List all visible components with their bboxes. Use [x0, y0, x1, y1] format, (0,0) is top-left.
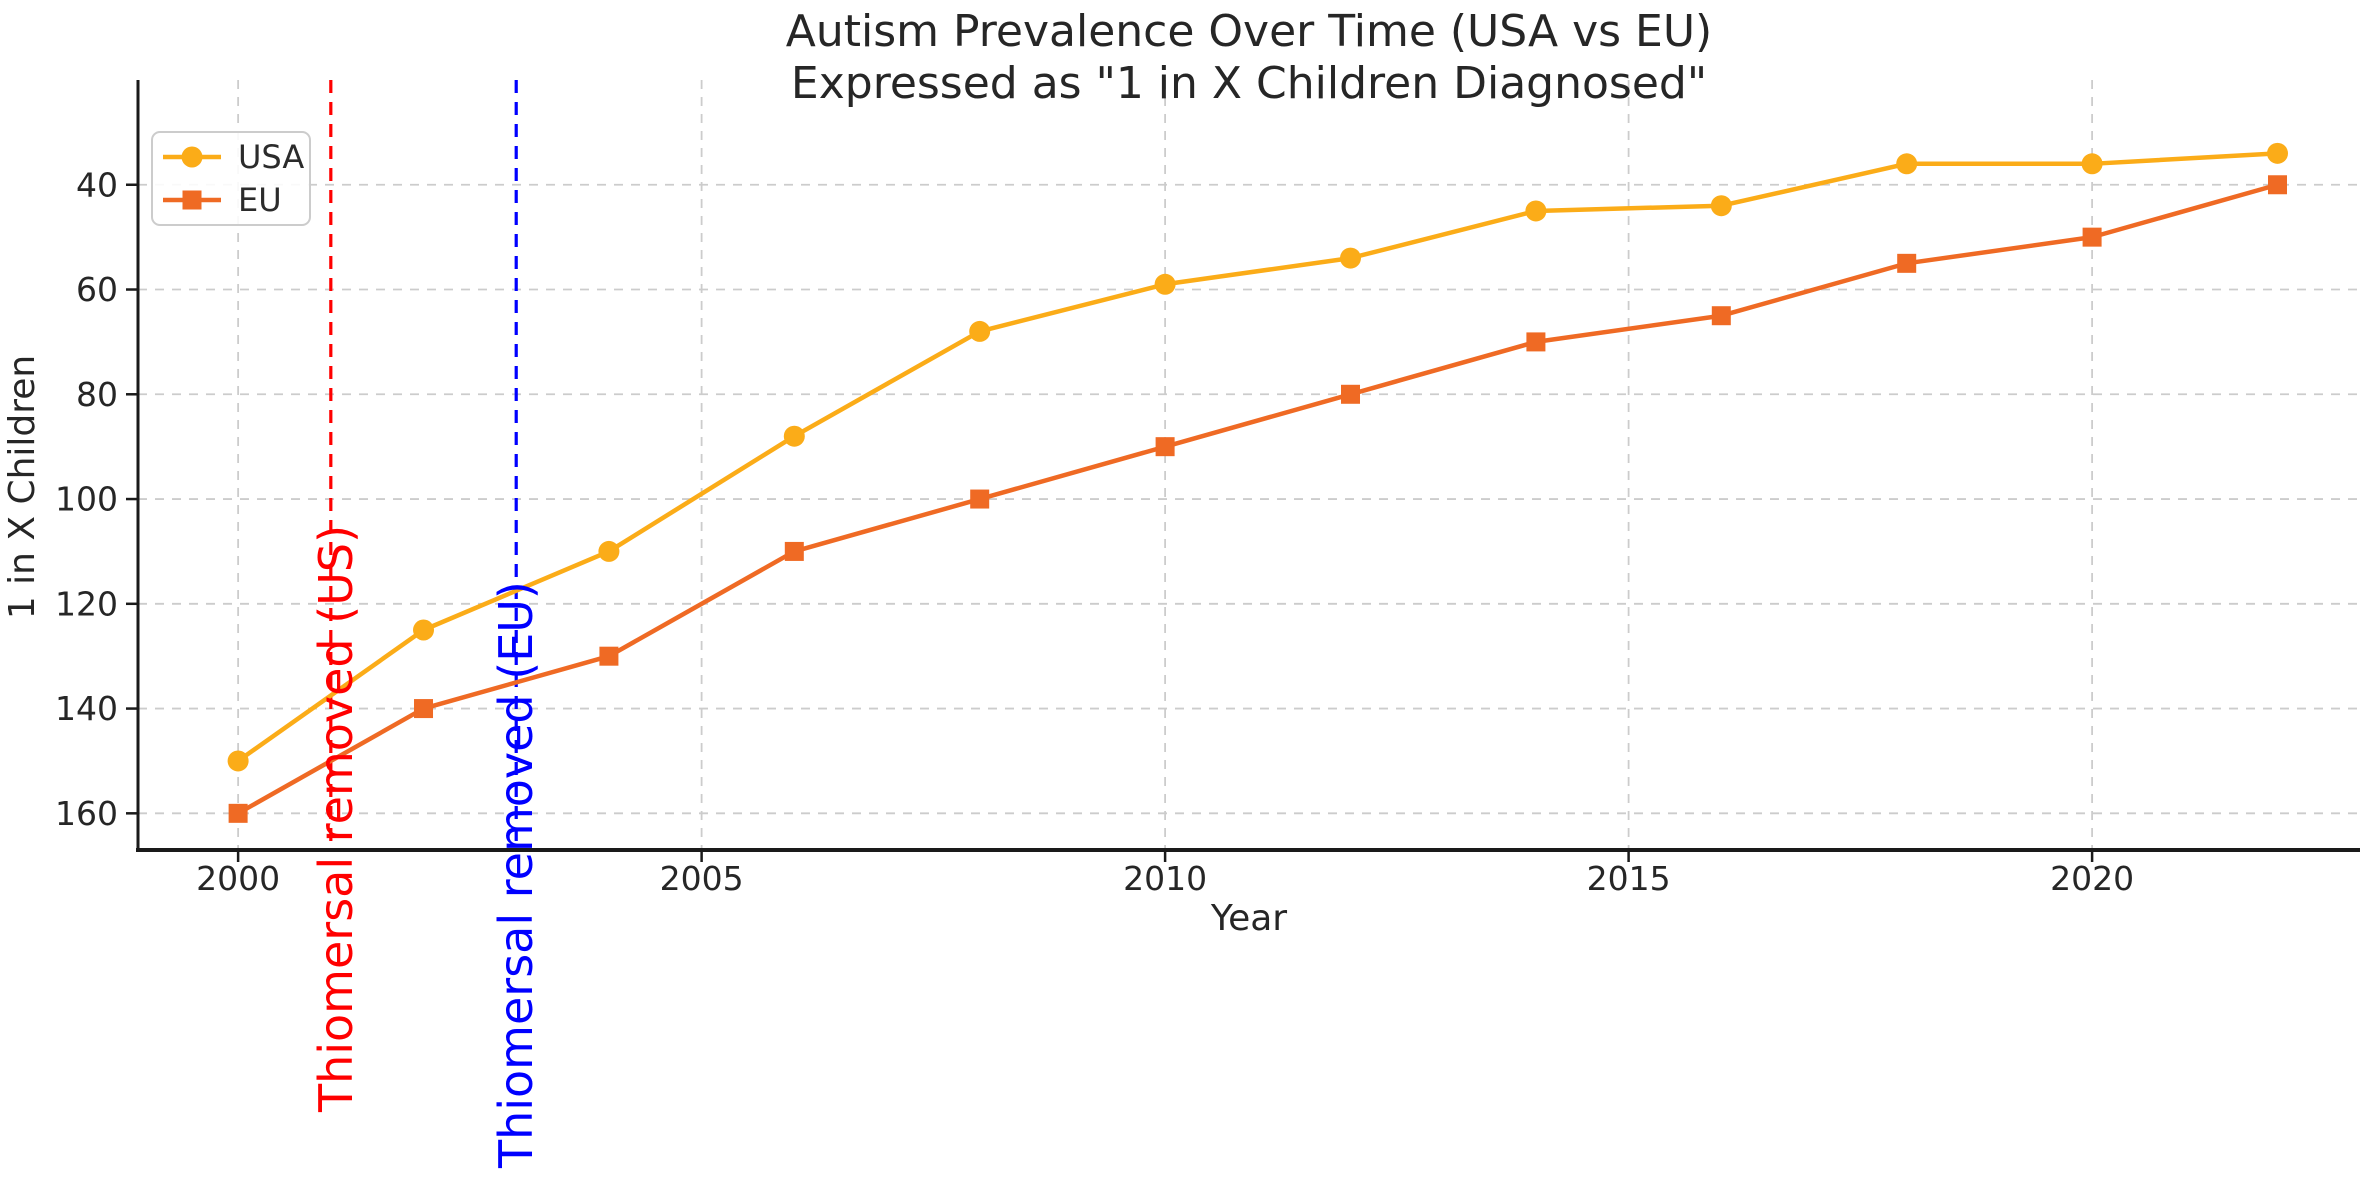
eu-line: [235, 182, 2280, 816]
y-tick-label-80: 80: [76, 375, 118, 414]
legend-label-eu: EU: [238, 181, 282, 219]
eu-marker-2018: [1897, 253, 1917, 273]
y-tick-label-140: 140: [55, 689, 118, 728]
eu-marker-2010: [1155, 437, 1175, 457]
y-tick-label-160: 160: [55, 794, 118, 833]
usa-marker-2002: [413, 619, 435, 641]
eu-marker-2002: [414, 699, 434, 719]
legend-marker-usa: [181, 146, 203, 168]
usa-marker-2018: [1896, 153, 1918, 175]
usa-marker-2020: [2081, 153, 2103, 175]
eu-marker-2008: [970, 489, 990, 509]
x-tick-label-2005: 2005: [660, 859, 744, 898]
event-label-2001: Thiomersal removed (US): [309, 525, 363, 1113]
usa-marker-2012: [1340, 247, 1362, 269]
eu-marker-2022: [2267, 175, 2287, 195]
y-tick-label-100: 100: [55, 480, 118, 519]
usa-marker-2014: [1525, 200, 1547, 222]
legend-label-usa: USA: [238, 138, 304, 176]
event-label-2003: Thiomersal removed (EU): [489, 581, 543, 1169]
y-tick-label-120: 120: [55, 584, 118, 623]
y-axis-label: 1 in X Children: [2, 355, 43, 620]
usa-marker-2022: [2266, 142, 2288, 164]
x-tick-label-2010: 2010: [1123, 859, 1207, 898]
usa-marker-2006: [783, 425, 805, 447]
y-tick-label-40: 40: [76, 165, 118, 204]
usa-marker-2008: [969, 320, 991, 342]
eu-marker-2014: [1526, 332, 1546, 352]
usa-marker-2010: [1154, 273, 1176, 295]
eu-marker-2004: [599, 646, 619, 666]
eu-marker-2020: [2082, 227, 2102, 247]
x-axis-label: Year: [1210, 898, 1287, 939]
usa-marker-2004: [598, 540, 620, 562]
usa-marker-2016: [1710, 195, 1732, 217]
chart-title-line1: Autism Prevalence Over Time (USA vs EU): [786, 6, 1712, 57]
eu-marker-2016: [1711, 306, 1731, 326]
x-tick-label-2020: 2020: [2050, 859, 2134, 898]
y-tick-label-60: 60: [76, 270, 118, 309]
usa-marker-2000: [227, 750, 249, 772]
eu-marker-2000: [228, 803, 248, 823]
usa-line: [235, 151, 2280, 764]
x-tick-label-2000: 2000: [196, 859, 280, 898]
eu-marker-2006: [784, 541, 804, 561]
x-tick-label-2015: 2015: [1587, 859, 1671, 898]
legend-marker-eu: [182, 190, 202, 210]
chart-title-line2: Expressed as "1 in X Children Diagnosed": [791, 58, 1707, 109]
eu-marker-2012: [1341, 384, 1361, 404]
